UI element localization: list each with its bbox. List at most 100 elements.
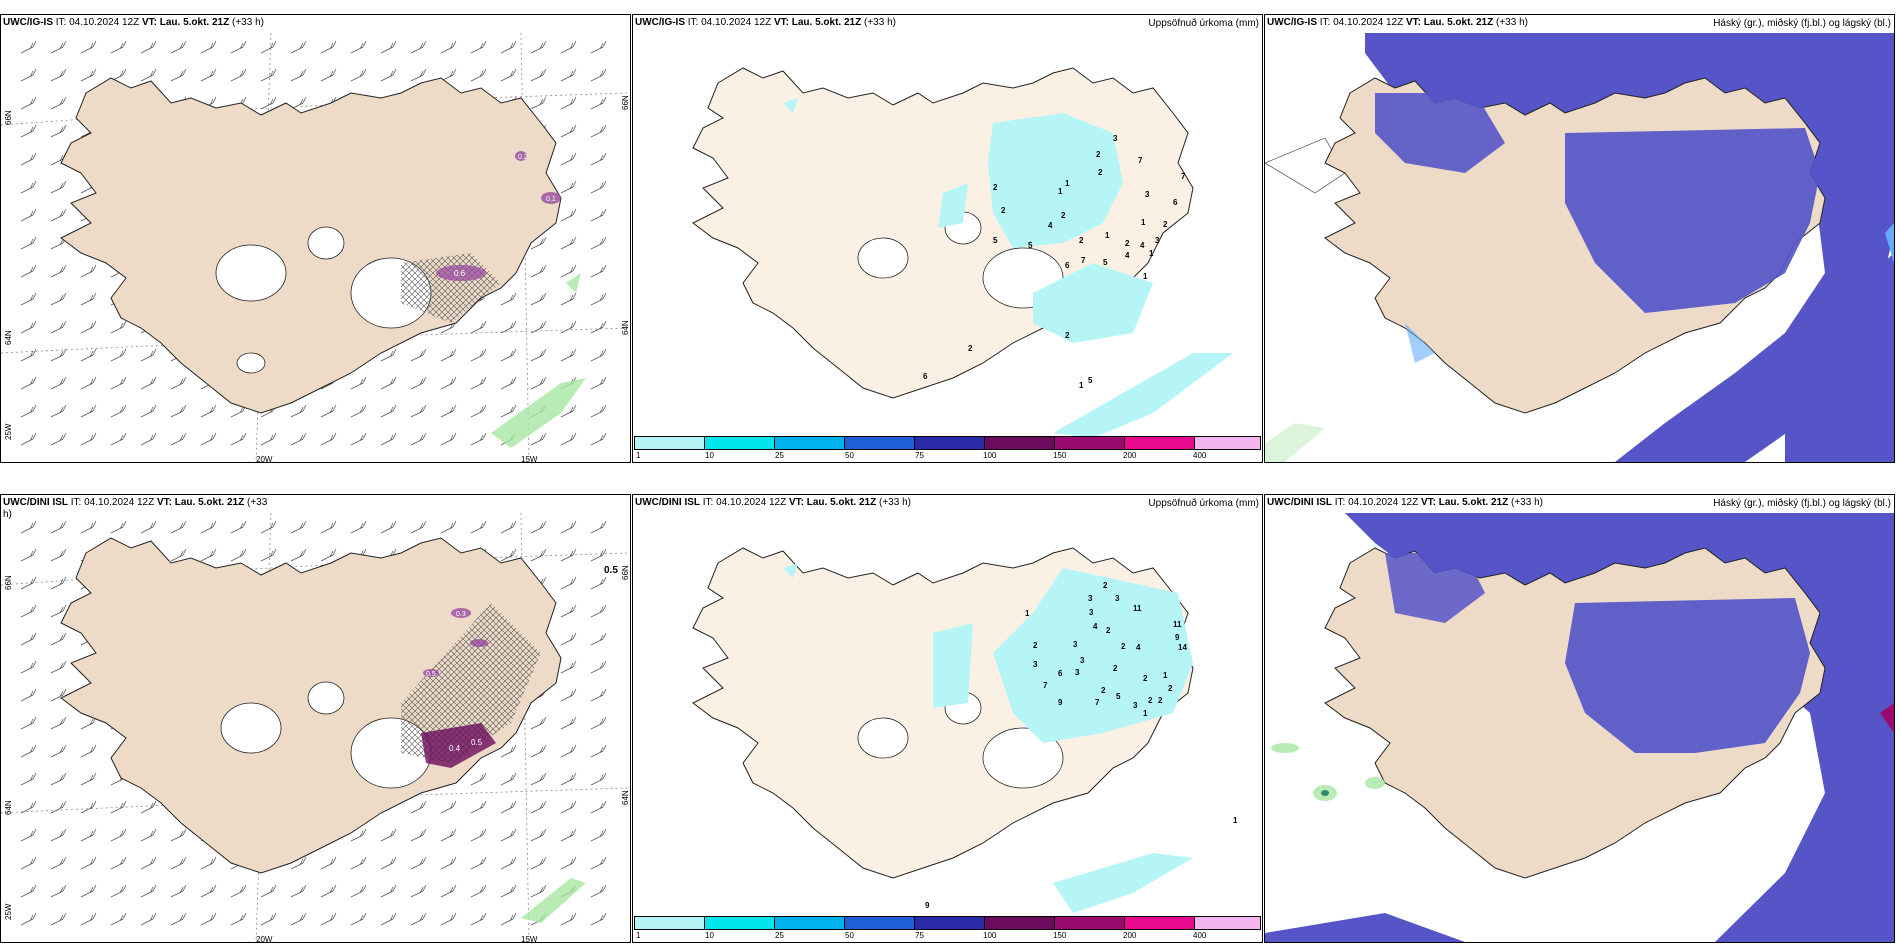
colorbar-tick: 200 [1123,451,1137,460]
wind-barb [140,40,157,54]
wind-barb [410,856,427,870]
precip-value: 2 [1158,696,1163,705]
wind-barb [50,632,67,646]
wind-barb [20,432,37,446]
map-title: Uppsöfnuð úrkoma (mm) [1148,18,1259,29]
colorbar-seg [1195,916,1261,930]
colorbar-seg [1125,916,1195,930]
wind-barb [470,348,487,362]
wind-barb [590,576,607,590]
wind-barb [560,348,577,362]
wind-barb [500,376,517,390]
wind-barb [50,264,67,278]
wind-barb [50,124,67,138]
wind-barb [590,68,607,82]
wind-barb [440,912,457,926]
wind-barb [500,404,517,418]
wind-barb [440,828,457,842]
precip-value: 3 [1075,668,1080,677]
precip-value: 3 [1088,594,1093,603]
wind-barb [290,912,307,926]
wind-barb [50,856,67,870]
precip-value: 2 [1079,236,1084,245]
wind-barb [20,716,37,730]
wind-barb [290,884,307,898]
wind-barb [170,912,187,926]
wind-barb [380,856,397,870]
wind-barb [590,772,607,786]
wind-barb [560,124,577,138]
wind-barb [470,884,487,898]
precip-value: 2 [1125,239,1130,248]
wind-barb [500,292,517,306]
wind-barb [530,520,547,534]
iceland-wind-map: 0.6 0.2 0.1 [1,33,630,462]
wind-barb [380,376,397,390]
wind-barb [560,68,577,82]
wind-barb [50,96,67,110]
colorbar-seg [705,916,775,930]
wind-barb [50,660,67,674]
wind-barb [80,376,97,390]
wind-barb [110,348,127,362]
wind-barb [230,432,247,446]
lat-label: 66N [621,95,630,110]
wind-barb [320,884,337,898]
wind-barb [530,432,547,446]
precip-value: 2 [1121,642,1126,651]
wind-barb [560,716,577,730]
wind-barb [260,548,277,562]
precip-value: 4 [1140,241,1145,250]
precip-value: 7 [1081,256,1086,265]
wind-barb [50,716,67,730]
colorbar-tick: 50 [845,451,854,460]
colorbar-seg [915,436,985,450]
wind-barb [80,856,97,870]
wind-barb [380,68,397,82]
precip-value: 3 [1113,134,1118,143]
wind-barb [50,348,67,362]
lat-label: 64N [621,320,630,335]
wind-barb [380,40,397,54]
wind-barb [20,912,37,926]
wind-barb [560,264,577,278]
precip-value: 2 [1001,206,1006,215]
wind-barb [470,404,487,418]
wind-barb [560,208,577,222]
wind-barb [290,548,307,562]
wind-barb [50,404,67,418]
wind-barb [20,348,37,362]
cloud-map [1265,33,1894,462]
wind-barb [470,376,487,390]
wind-barb [590,180,607,194]
wind-barb [230,884,247,898]
precip-value: 1 [1149,249,1154,258]
wind-barb [590,856,607,870]
wind-barb [560,548,577,562]
precip-colorbar: 1 10 25 50 75 100 150 200 400 [634,436,1261,460]
wind-barb [560,236,577,250]
lon-label: 15W [521,455,538,463]
wind-barb [530,264,547,278]
lat-label: 64N [621,790,630,805]
wind-barb [470,828,487,842]
wind-barb [170,520,187,534]
wind-barb [20,548,37,562]
colorbar-tick: 400 [1193,931,1207,940]
panel-ig-wind: UWC/IG-IS IT: 04.10.2024 12Z VT: Lau. 5.… [0,14,631,463]
wind-barb [200,40,217,54]
wind-barb [530,716,547,730]
precip-value: 1 [1233,816,1238,825]
wind-barb [50,576,67,590]
wind-barb [590,404,607,418]
iceland-wind-map: 0.5 0.4 0.5 0.3 0.5 [1,513,630,942]
wind-barb [20,124,37,138]
wind-barb [50,800,67,814]
wind-barb [20,604,37,618]
precip-map: 3 2 2 7 7 2 1 3 6 2 2 1 2 1 2 1 4 2 4 3 [633,33,1262,438]
colorbar-tick: 25 [775,451,784,460]
precip-value: 14 [1178,643,1187,652]
precip-value: 3 [1155,236,1160,245]
wind-barb [230,68,247,82]
wind-barb [560,320,577,334]
